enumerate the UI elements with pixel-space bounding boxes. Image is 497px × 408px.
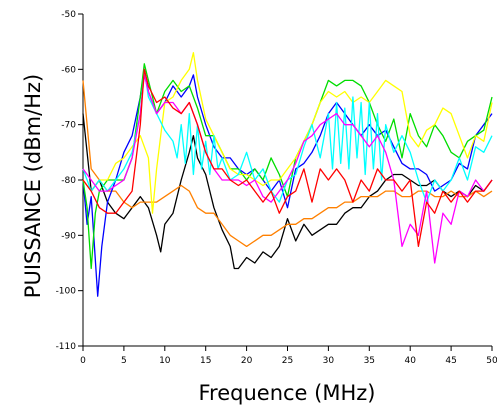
series-line-4	[82, 63, 493, 270]
x-tick-label: 20	[241, 356, 253, 366]
y-tick-label: -110	[56, 342, 77, 352]
y-tick-label: -90	[61, 231, 76, 241]
y-tick-label: -100	[56, 287, 77, 297]
y-tick-label: -60	[61, 65, 76, 75]
x-tick-label: 0	[80, 356, 86, 366]
x-tick-label: 15	[200, 356, 211, 366]
x-ticks: 0 5 10 15 20 25 30 35 40 45 50	[80, 346, 497, 366]
series-line-3	[82, 68, 493, 297]
x-tick-label: 40	[404, 356, 416, 366]
y-ticks: -110 -100 -90 -80 -70 -60 -50	[56, 10, 83, 352]
y-tick-label: -80	[61, 176, 76, 186]
series-line-7	[82, 74, 493, 264]
y-axis-title: PUISSANCE (dBm/Hz)	[21, 74, 45, 298]
x-tick-label: 30	[323, 356, 335, 366]
x-tick-label: 25	[282, 356, 293, 366]
series-line-8	[82, 68, 493, 248]
x-tick-label: 45	[445, 356, 456, 366]
x-tick-label: 5	[121, 356, 127, 366]
x-axis-title: Frequence (MHz)	[199, 381, 376, 405]
x-tick-label: 50	[486, 356, 497, 366]
series-line-5	[82, 52, 493, 214]
x-tick-label: 35	[364, 356, 375, 366]
series-group	[82, 52, 493, 297]
y-tick-label: -70	[61, 121, 76, 131]
x-tick-label: 10	[159, 356, 171, 366]
y-tick-label: -50	[61, 10, 76, 20]
